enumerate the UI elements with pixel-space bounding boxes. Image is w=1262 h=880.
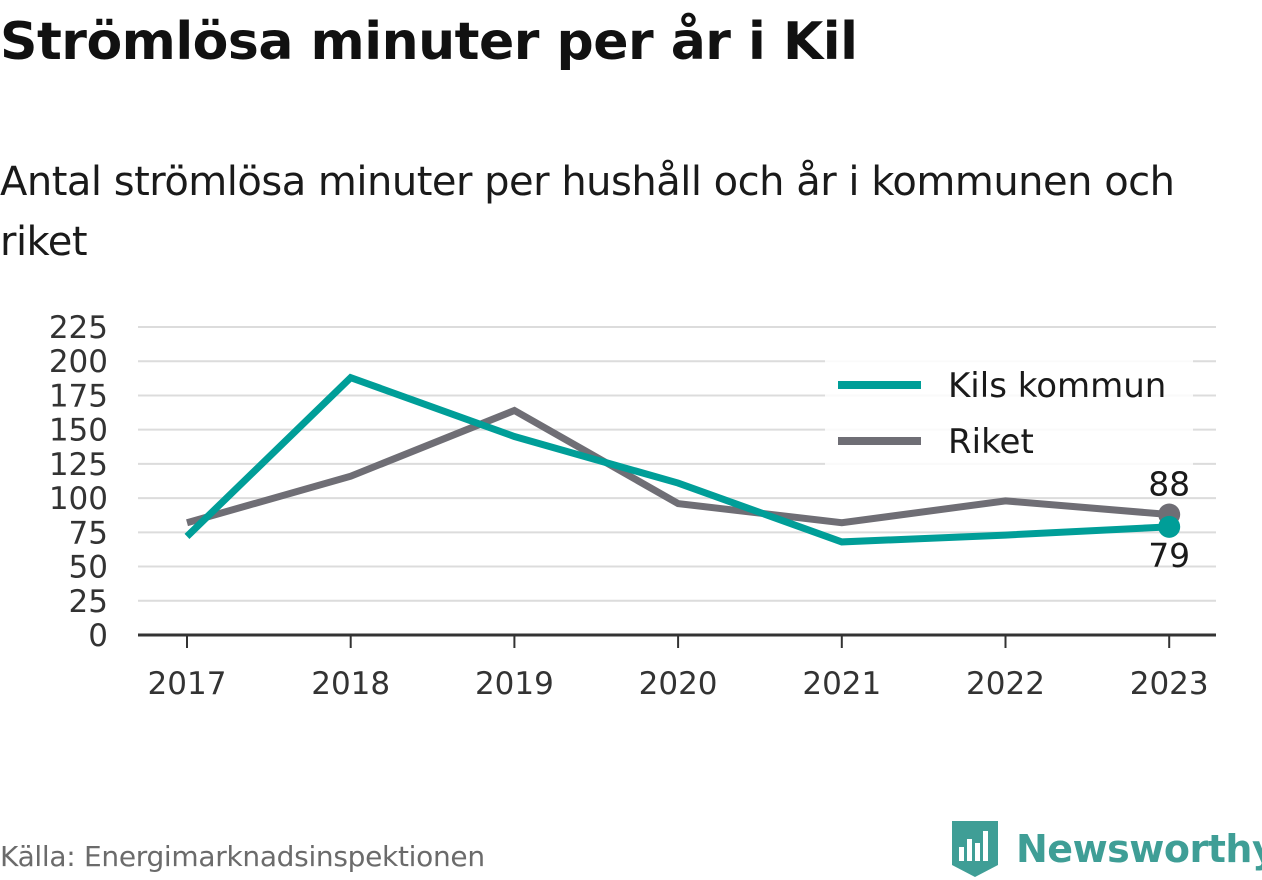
end-point-marker [1158,515,1181,538]
y-tick-label: 175 [49,378,108,414]
y-tick-label: 200 [49,344,108,380]
series-line [186,406,1170,527]
legend-label: Riket [948,422,1034,462]
end-labels: 79 88 [1148,465,1190,575]
brand-logo: Newsworthy [950,818,1262,880]
x-tick-label: 2021 [802,666,881,702]
legend-background [825,357,1193,467]
x-tick-label: 2020 [639,666,718,702]
x-tick-label: 2023 [1130,666,1209,702]
x-tick-label: 2022 [966,666,1045,702]
y-tick-label: 125 [49,447,108,483]
x-axis: 2017 2018 2019 2020 2021 2022 2023 [138,633,1216,702]
y-tick-label: 150 [49,413,108,449]
y-tick-label: 75 [69,515,108,551]
x-tick-label: 2017 [148,666,227,702]
y-tick-label: 50 [69,550,108,586]
series-line [184,373,1170,546]
newsworthy-logo-icon [952,821,998,877]
end-value-label: 88 [1148,465,1190,504]
series-lines [184,373,1181,546]
y-tick-label: 100 [49,481,108,517]
x-tick-label: 2018 [311,666,390,702]
source-note: Källa: Energimarknadsinspektionen [0,840,485,873]
gridlines [138,326,1216,602]
x-tick-label: 2019 [475,666,554,702]
y-tick-label: 0 [88,618,108,654]
end-value-label: 79 [1148,536,1190,575]
chart-subtitle: Antal strömlösa minuter per hushåll och … [0,159,1175,265]
chart-title: Strömlösa minuter per år i Kil [0,12,858,72]
brand-name: Newsworthy [1016,827,1262,871]
legend-label: Kils kommun [948,366,1166,406]
y-tick-label: 25 [69,584,108,620]
legend: Kils kommun Riket [825,357,1193,467]
y-tick-label: 225 [49,310,108,346]
